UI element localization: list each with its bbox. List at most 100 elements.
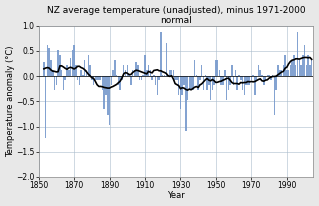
Bar (91, 76, 93, 80)
Bar (118, 76, 119, 85)
Bar (290, 65, 291, 76)
Bar (268, 75, 270, 76)
Bar (243, 76, 245, 95)
Bar (68, 70, 70, 76)
Bar (75, 65, 77, 76)
Bar (48, 48, 50, 76)
Bar (182, 76, 183, 95)
Bar (199, 76, 201, 80)
Bar (130, 76, 131, 85)
Bar (176, 76, 178, 80)
Bar (293, 55, 295, 76)
Bar (95, 76, 96, 80)
Bar (143, 75, 144, 76)
Bar (96, 76, 98, 80)
Bar (144, 55, 146, 76)
Bar (265, 76, 266, 80)
Bar (247, 76, 249, 85)
Y-axis label: Temperature anomaly (°C): Temperature anomaly (°C) (5, 46, 15, 157)
Bar (240, 76, 241, 80)
Bar (196, 75, 197, 76)
Bar (151, 76, 153, 80)
Bar (174, 76, 176, 80)
Bar (231, 65, 233, 76)
Bar (103, 76, 105, 109)
Bar (208, 76, 210, 85)
Bar (114, 60, 115, 76)
Bar (148, 65, 149, 76)
Bar (306, 65, 307, 76)
Bar (270, 76, 272, 80)
Bar (47, 45, 48, 76)
Bar (159, 76, 160, 80)
Bar (245, 76, 247, 85)
Bar (89, 65, 91, 76)
Bar (206, 76, 208, 90)
Bar (146, 70, 147, 76)
Bar (302, 55, 304, 76)
Bar (166, 43, 167, 76)
Bar (249, 76, 250, 85)
Bar (267, 75, 268, 76)
Bar (210, 76, 211, 100)
Bar (220, 76, 222, 85)
Bar (50, 60, 52, 76)
Bar (261, 75, 263, 76)
Bar (304, 45, 305, 76)
Bar (224, 70, 226, 76)
Bar (213, 76, 215, 85)
Bar (153, 75, 155, 76)
Bar (277, 65, 279, 76)
Bar (275, 76, 277, 90)
Bar (93, 76, 94, 85)
Bar (178, 76, 180, 95)
Bar (259, 70, 261, 76)
Bar (203, 76, 204, 90)
Bar (272, 75, 273, 76)
Bar (61, 70, 63, 76)
Bar (155, 76, 156, 85)
Bar (242, 76, 243, 90)
Bar (135, 62, 137, 76)
Bar (98, 76, 100, 80)
Bar (125, 70, 126, 76)
Bar (57, 50, 59, 76)
Bar (107, 76, 108, 115)
Bar (187, 76, 188, 100)
Title: NZ average temperature (unadjusted), minus 1971-2000
normal: NZ average temperature (unadjusted), min… (47, 6, 305, 25)
Bar (286, 70, 288, 76)
Bar (105, 76, 107, 95)
Bar (204, 75, 206, 76)
Bar (219, 70, 220, 76)
X-axis label: Year: Year (167, 191, 185, 200)
Bar (119, 76, 121, 90)
Bar (284, 55, 286, 76)
Bar (288, 70, 289, 76)
Bar (233, 76, 234, 85)
Bar (263, 76, 264, 85)
Bar (100, 76, 101, 80)
Bar (157, 76, 158, 95)
Bar (121, 76, 123, 80)
Bar (197, 76, 199, 90)
Bar (173, 70, 174, 76)
Bar (251, 76, 252, 80)
Bar (236, 76, 238, 90)
Bar (132, 70, 133, 76)
Bar (215, 60, 217, 76)
Bar (283, 65, 284, 76)
Bar (150, 70, 151, 76)
Bar (235, 70, 236, 76)
Bar (127, 65, 128, 76)
Bar (254, 76, 256, 95)
Bar (299, 60, 300, 76)
Bar (167, 75, 169, 76)
Bar (297, 32, 298, 76)
Bar (66, 65, 68, 76)
Bar (194, 60, 196, 76)
Bar (87, 55, 89, 76)
Bar (252, 75, 254, 76)
Bar (164, 75, 165, 76)
Bar (137, 65, 139, 76)
Bar (190, 76, 192, 90)
